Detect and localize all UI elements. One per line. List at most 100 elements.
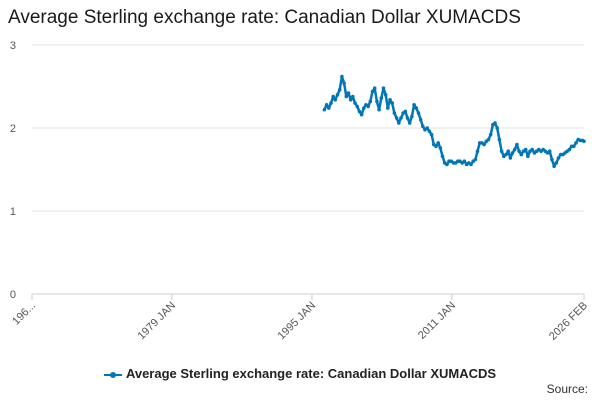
data-point: [412, 103, 416, 107]
data-point: [473, 157, 478, 162]
data-point: [515, 142, 519, 147]
data-point: [403, 109, 408, 114]
data-point: [337, 88, 342, 92]
data-point: [519, 152, 524, 157]
source-label: Source:: [546, 382, 588, 396]
data-point: [429, 132, 434, 137]
data-point: [493, 121, 497, 125]
data-point: [353, 101, 357, 105]
data-point: [425, 126, 430, 130]
grid-lines: [32, 44, 584, 212]
data-point: [512, 147, 517, 152]
data-point: [523, 147, 528, 152]
data-point: [397, 121, 401, 125]
x-tick-label: 2011 JAN: [416, 300, 458, 342]
data-point: [504, 152, 508, 157]
data-point: [582, 139, 586, 144]
data-point: [322, 107, 327, 112]
data-point: [357, 109, 362, 114]
data-point: [381, 86, 386, 90]
data-point: [469, 162, 473, 167]
x-tick-label: 1995 JAN: [275, 300, 318, 343]
data-point: [375, 99, 379, 104]
data-point: [556, 156, 561, 160]
data-point: [506, 149, 511, 153]
data-point: [329, 101, 333, 105]
data-point: [547, 149, 552, 153]
data-point: [405, 116, 410, 120]
data-point: [526, 154, 530, 158]
data-point: [550, 157, 554, 162]
x-axis: [31, 293, 585, 300]
data-point: [499, 149, 504, 153]
data-point: [410, 114, 414, 119]
data-point: [407, 121, 412, 125]
data-point: [366, 104, 371, 109]
data-point: [370, 89, 375, 94]
data-point: [486, 137, 491, 142]
data-point: [418, 117, 423, 122]
data-point: [342, 81, 346, 85]
data-point: [379, 96, 384, 100]
data-point: [346, 91, 351, 95]
data-point: [399, 116, 403, 120]
data-point: [567, 147, 572, 152]
data-point: [383, 93, 388, 97]
data-point: [552, 164, 556, 168]
data-point: [414, 106, 419, 110]
data-point: [359, 112, 364, 117]
y-axis-ticks: 0 1 2 3: [10, 40, 16, 301]
data-point: [475, 149, 480, 153]
y-tick-label: 2: [10, 123, 16, 135]
data-point: [392, 111, 397, 115]
y-tick-label: 3: [10, 40, 16, 52]
data-point: [517, 149, 521, 153]
data-point: [362, 106, 366, 110]
series-line-group: [322, 74, 586, 168]
data-point: [438, 146, 443, 150]
data-point: [386, 106, 390, 110]
data-point: [572, 144, 576, 149]
data-point: [530, 147, 534, 152]
legend-label: Average Sterling exchange rate: Canadian…: [125, 366, 497, 381]
data-point: [554, 161, 559, 165]
data-point: [390, 101, 395, 105]
data-point: [416, 111, 421, 115]
data-point: [388, 98, 392, 102]
data-point: [333, 98, 338, 102]
legend-line-marker-icon: [103, 370, 122, 380]
y-tick-label: 1: [10, 206, 16, 218]
x-tick-label: 1979 JAN: [135, 300, 178, 343]
data-point: [372, 86, 377, 90]
data-point: [495, 126, 500, 130]
data-point: [445, 162, 449, 167]
x-tick-label: 2026 FEB: [547, 300, 590, 343]
data-point: [488, 132, 493, 137]
data-point: [574, 141, 578, 145]
data-point: [394, 116, 399, 120]
data-point: [348, 98, 353, 102]
data-point: [462, 159, 467, 163]
legend[interactable]: Average Sterling exchange rate: Canadian…: [0, 366, 600, 381]
y-tick-label: 0: [10, 289, 16, 301]
data-point: [324, 103, 329, 107]
data-point: [377, 107, 381, 112]
x-tick-label: 196...: [10, 300, 38, 328]
data-point: [421, 124, 425, 129]
data-point: [331, 94, 336, 99]
data-point: [436, 141, 441, 145]
data-point: [434, 144, 438, 149]
data-point: [497, 137, 502, 142]
data-point: [340, 74, 344, 79]
data-point: [327, 106, 331, 110]
data-point: [335, 93, 340, 97]
data-point: [344, 94, 349, 99]
data-point: [510, 151, 515, 155]
chart-title: Average Sterling exchange rate: Canadian…: [8, 7, 521, 28]
x-axis-ticks: 196... 1979 JAN 1995 JAN 2011 JAN 2026 FEB: [10, 300, 590, 343]
data-point: [440, 154, 445, 158]
data-point: [482, 142, 486, 147]
data-point: [355, 104, 360, 109]
data-point: [508, 156, 513, 160]
data-point: [368, 99, 373, 104]
